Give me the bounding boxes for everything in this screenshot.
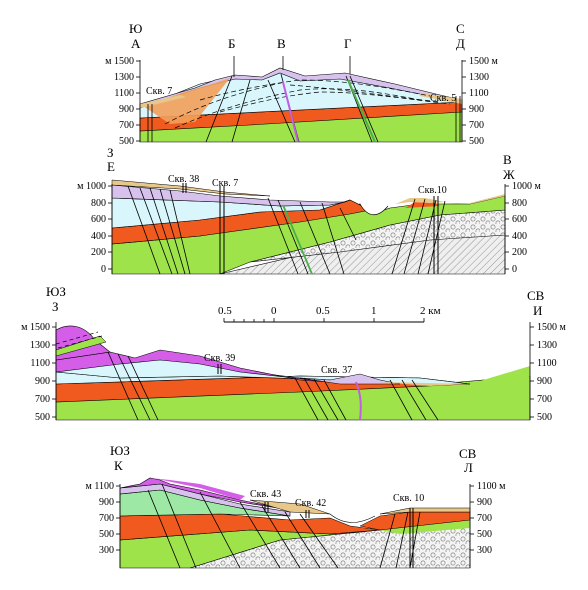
tick-left: 700	[99, 513, 114, 524]
tick-right: 800	[512, 198, 527, 209]
scale-label: 2 км	[420, 305, 441, 317]
tick-left: 900	[35, 376, 50, 387]
tick-right: 500	[537, 412, 552, 423]
tick-right: 1300	[469, 72, 489, 83]
tick-left: м 1500	[105, 56, 134, 67]
tick-left: 500	[119, 136, 134, 147]
tick-left: 900	[99, 497, 114, 508]
tick-left: 1100	[30, 358, 50, 369]
tick-right: 900	[469, 104, 484, 115]
tick-right: 1000 м	[512, 181, 542, 192]
section-end-left: З	[52, 299, 59, 314]
section-end-left: К	[114, 458, 123, 473]
tick-left: 700	[119, 120, 134, 131]
well-label: Скв. 5	[430, 93, 456, 104]
tick-left: 600	[91, 214, 106, 225]
tick-right: 400	[512, 231, 527, 242]
well-label: Скв. 39	[204, 353, 235, 364]
tick-left: 1300	[30, 340, 50, 351]
tick-left: 500	[35, 412, 50, 423]
well-label: Скв. 38	[168, 174, 199, 185]
well-label: Скв. 10	[393, 493, 424, 504]
point-label: Б	[228, 36, 235, 51]
tick-left: м 1500	[21, 322, 50, 333]
tick-left: 400	[91, 231, 106, 242]
tick-left: 900	[119, 104, 134, 115]
tick-left: м 1000	[77, 181, 106, 192]
section-end-right: И	[533, 303, 542, 318]
tick-left: м 1100	[86, 481, 114, 492]
direction-left: ЮЗ	[110, 443, 130, 458]
point-label: В	[277, 36, 286, 51]
tick-right: 1100	[537, 358, 557, 369]
layer-lavender	[139, 67, 463, 109]
tick-left: 500	[99, 529, 114, 540]
direction-left: ЮЗ	[46, 284, 66, 299]
scale-label: 0	[271, 305, 277, 317]
well-label: Скв. 42	[295, 498, 326, 509]
tick-right: 700	[469, 120, 484, 131]
tick-left: 1300	[114, 72, 134, 83]
tick-right: 1500 м	[537, 322, 567, 333]
tick-right: 1500 м	[469, 56, 499, 67]
scale-label: 1	[371, 305, 377, 317]
well-label: Скв. 37	[321, 365, 352, 376]
tick-right: 1300	[537, 340, 557, 351]
well-label: Скв. 43	[250, 489, 281, 500]
tick-right: 1100 м	[477, 481, 506, 492]
scale-bar: 0.5 0 0.5 1 2 км	[218, 305, 441, 323]
scale-label: 0.5	[316, 305, 330, 317]
tick-right: 900	[477, 497, 492, 508]
section-end-left: А	[131, 36, 141, 51]
section-a-d: м 1500 1300 1100 900 700 500 1500 м 1300…	[105, 21, 498, 147]
tick-left: 1100	[114, 88, 134, 99]
section-z-i: м 1500 1300 1100 900 700 500 1500 м 1300…	[21, 284, 566, 423]
direction-right: СВ	[527, 288, 545, 303]
tick-right: 500	[477, 529, 492, 540]
section-k-l: м 1100 900 700 500 300 1100 м 900 700 50…	[86, 443, 506, 569]
direction-right: СВ	[459, 446, 477, 461]
direction-right: В	[503, 152, 512, 167]
tick-right: 200	[512, 247, 527, 258]
tick-right: 700	[537, 394, 552, 405]
direction-right: С	[456, 21, 465, 36]
tick-left: 800	[91, 198, 106, 209]
direction-left: З	[107, 145, 114, 160]
point-label: Г	[344, 36, 352, 51]
well-label: Скв. 7	[146, 86, 172, 97]
scale-label: 0.5	[218, 305, 232, 317]
well-label: Скв. 7	[212, 178, 238, 189]
tick-right: 1100	[469, 88, 489, 99]
section-end-right: Д	[456, 36, 465, 51]
tick-right: 500	[469, 136, 484, 147]
section-end-right: Ж	[503, 167, 515, 182]
tick-right: 0	[512, 264, 517, 275]
tick-left: 0	[101, 264, 106, 275]
direction-left: Ю	[129, 21, 142, 36]
tick-left: 700	[35, 394, 50, 405]
tick-left: 300	[99, 545, 114, 556]
tick-right: 900	[537, 376, 552, 387]
tick-right: 700	[477, 513, 492, 524]
tick-left: 200	[91, 247, 106, 258]
tick-right: 600	[512, 214, 527, 225]
section-end-left: Е	[107, 159, 115, 174]
tick-right: 300	[477, 545, 492, 556]
section-end-right: Л	[464, 460, 473, 475]
well-label: Скв.10	[418, 185, 447, 196]
section-e-zh: м 1000 800 600 400 200 0 1000 м 800 600 …	[77, 145, 541, 275]
